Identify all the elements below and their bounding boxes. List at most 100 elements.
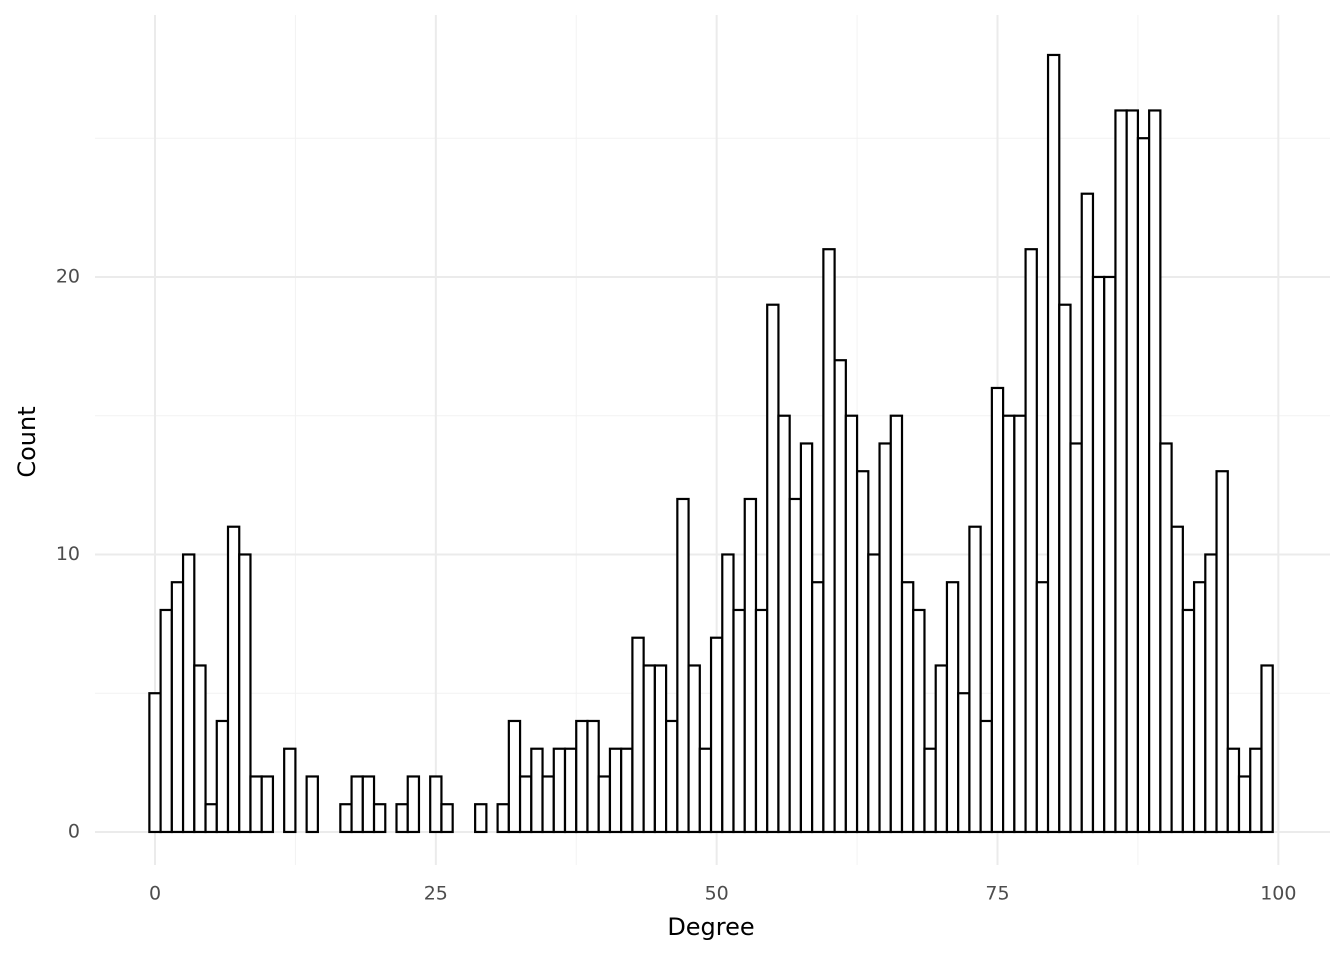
bar — [754, 608, 769, 834]
bar — [811, 581, 825, 834]
bar — [777, 414, 791, 834]
y-tick-label: 10 — [56, 543, 80, 565]
bar — [1103, 275, 1117, 834]
bar — [530, 747, 544, 834]
x-tick-label: 75 — [985, 883, 1009, 905]
bar — [1192, 581, 1207, 834]
bar — [1159, 442, 1173, 834]
bar — [1237, 775, 1252, 834]
bar — [631, 636, 645, 834]
bar — [1215, 470, 1229, 834]
bar — [867, 553, 881, 834]
bar — [1136, 137, 1151, 834]
bar — [429, 775, 443, 834]
bar — [1013, 414, 1027, 834]
bar — [1035, 581, 1050, 834]
bar — [372, 803, 387, 834]
bar — [620, 747, 634, 834]
bar — [215, 719, 230, 834]
bar — [193, 664, 207, 834]
bar — [563, 747, 578, 834]
bar — [1002, 414, 1016, 834]
bar — [552, 747, 567, 834]
bar — [676, 497, 690, 834]
bar — [148, 692, 162, 834]
bar — [283, 747, 297, 834]
x-axis-label: Degree — [667, 913, 754, 941]
bar — [339, 803, 353, 834]
bar — [305, 775, 319, 834]
bar — [350, 775, 364, 834]
bar — [1260, 664, 1274, 834]
bar — [1058, 303, 1072, 834]
bar — [957, 692, 971, 834]
bar — [1080, 192, 1095, 834]
bar — [687, 664, 701, 834]
x-tick-label: 50 — [705, 883, 729, 905]
bar — [507, 719, 522, 834]
x-tick-label: 0 — [149, 883, 161, 905]
bar — [945, 581, 960, 834]
bar — [721, 553, 735, 834]
bar — [855, 470, 870, 834]
bar — [1204, 553, 1218, 834]
bar — [1114, 109, 1128, 834]
bar — [518, 775, 533, 834]
bar — [979, 719, 993, 834]
bar — [474, 803, 488, 834]
bar — [665, 719, 679, 834]
bar — [822, 248, 836, 834]
bar — [934, 664, 949, 834]
bar — [653, 664, 668, 834]
bar — [1125, 109, 1140, 834]
bar — [575, 719, 589, 834]
bar — [709, 636, 724, 834]
bar — [406, 775, 421, 834]
bar — [1091, 275, 1106, 834]
bar — [766, 303, 780, 834]
bar — [833, 359, 847, 834]
bar — [1148, 109, 1162, 834]
bar — [395, 803, 409, 834]
bar — [170, 581, 185, 834]
bar — [743, 497, 758, 834]
bar — [900, 581, 915, 834]
bar — [990, 386, 1005, 834]
bar — [608, 747, 623, 834]
bar — [1249, 747, 1263, 834]
bar — [878, 442, 892, 834]
bar — [889, 414, 904, 834]
bar — [260, 775, 275, 834]
y-tick-label: 0 — [68, 820, 80, 842]
bar — [799, 442, 814, 834]
bar — [541, 775, 555, 834]
bar — [597, 775, 612, 834]
bar — [238, 553, 252, 834]
bar — [1226, 747, 1241, 834]
bar — [586, 719, 600, 834]
y-axis-label: Count — [13, 406, 41, 477]
bar — [1069, 442, 1083, 834]
x-tick-label: 100 — [1260, 883, 1296, 905]
bar — [923, 747, 937, 834]
bar — [440, 803, 454, 834]
bar — [968, 525, 982, 834]
bar — [788, 497, 803, 834]
bar — [732, 608, 746, 834]
bar — [159, 608, 173, 834]
bar — [181, 553, 196, 834]
bar — [642, 664, 656, 834]
bar — [1181, 608, 1196, 834]
bar — [226, 525, 241, 834]
bar — [698, 747, 713, 834]
bar — [912, 608, 926, 834]
bar — [1024, 248, 1038, 834]
bar — [249, 775, 263, 834]
bar — [204, 803, 218, 834]
y-tick-label: 20 — [56, 265, 80, 287]
bar — [361, 775, 376, 834]
bar — [844, 414, 859, 834]
x-tick-label: 25 — [424, 883, 448, 905]
bar — [1170, 525, 1184, 834]
